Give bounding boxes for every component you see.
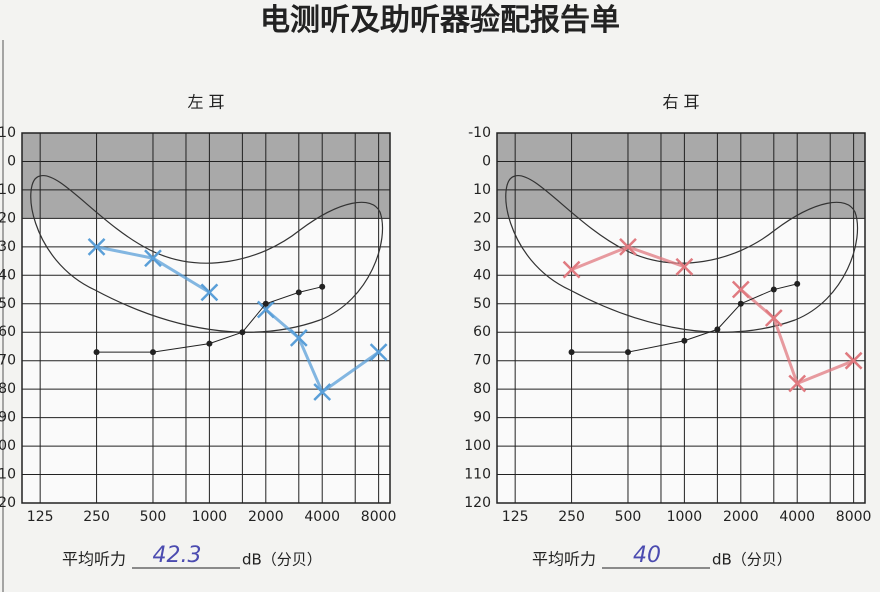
x-tick-label: 1000: [667, 509, 703, 525]
footer-label: 平均听力: [62, 550, 126, 569]
y-tick-label: 60: [473, 324, 491, 340]
y-tick-label: 80: [473, 381, 491, 397]
y-tick-label: 50: [473, 296, 491, 312]
y-tick-label: 100: [464, 438, 491, 454]
point: [770, 286, 777, 293]
x-tick-label: 2000: [248, 509, 284, 525]
y-tick-label: 120: [464, 495, 491, 511]
right-chart: 右 耳 -10 0 10 20 30 40 50 60 70 80 90 100 110 120 125 250…: [464, 93, 871, 569]
point: [206, 340, 213, 347]
y-tick-label: 70: [0, 353, 16, 369]
y-tick-label: 100: [0, 438, 16, 454]
point: [93, 349, 100, 356]
y-tick-label: 90: [0, 410, 16, 426]
y-tick-label: 40: [0, 267, 16, 283]
point: [144, 249, 162, 268]
y-tick-label: 110: [0, 467, 16, 483]
point: [562, 260, 581, 279]
y-tick-label: 50: [0, 296, 16, 312]
y-tick-label: 30: [0, 239, 16, 255]
point: [239, 329, 246, 336]
x-tick-label: 8000: [836, 509, 872, 525]
chart-title: 左 耳: [187, 93, 224, 112]
y-tick-label: 10: [473, 182, 491, 198]
footer-value: 40: [633, 543, 661, 568]
y-tick-label: 90: [473, 410, 491, 426]
point: [313, 383, 332, 401]
y-tick-label: -10: [468, 125, 491, 141]
plot-frame: [496, 132, 866, 504]
x-tick-label: 125: [502, 509, 529, 525]
point: [289, 329, 308, 347]
point: [788, 374, 807, 393]
point: [256, 300, 275, 319]
y-tick-label: 0: [7, 153, 16, 169]
x-tick-label: 2000: [723, 509, 759, 525]
y-tick-label: 20: [473, 210, 491, 226]
x-tick-label: 4000: [304, 509, 340, 525]
y-tick-label: 70: [473, 353, 491, 369]
y-tick-label: 40: [473, 267, 491, 283]
x-tick-label: 1000: [192, 509, 228, 525]
point: [794, 280, 801, 287]
footer-value: 42.3: [153, 543, 202, 568]
y-tick-label: 20: [0, 210, 16, 226]
point: [844, 351, 863, 370]
footer-label: 平均听力: [532, 550, 596, 569]
point: [149, 349, 156, 356]
report-title: 电测听及助听器验配报告单: [260, 3, 620, 38]
shaded-band: [497, 133, 865, 219]
shaded-band: [22, 133, 390, 219]
x-tick-label: 500: [615, 509, 642, 525]
y-tick-label: 110: [464, 467, 491, 483]
point: [675, 257, 694, 276]
y-tick-label: -10: [0, 125, 16, 141]
point: [87, 237, 106, 256]
point: [731, 280, 750, 299]
point: [764, 309, 783, 327]
x-tick-label: 500: [140, 509, 167, 525]
point: [681, 337, 688, 344]
plot-frame: [21, 132, 391, 504]
y-tick-label: 10: [0, 182, 16, 198]
footer-unit: dB（分贝）: [242, 551, 322, 569]
x-tick-label: 125: [27, 509, 54, 525]
x-tick-label: 4000: [779, 509, 815, 525]
y-tick-label: 0: [482, 153, 491, 169]
y-tick-label: 120: [0, 495, 16, 511]
point: [295, 289, 302, 296]
y-tick-label: 60: [0, 324, 16, 340]
point: [619, 237, 637, 256]
speech-banana: [30, 175, 384, 333]
footer-unit: dB（分贝）: [712, 551, 792, 569]
y-tick-label: 30: [473, 239, 491, 255]
x-tick-label: 8000: [361, 509, 397, 525]
chart-title: 右 耳: [662, 93, 699, 112]
point: [568, 349, 575, 356]
x-tick-label: 250: [83, 509, 110, 525]
point: [714, 326, 721, 333]
point: [200, 283, 219, 302]
left-chart: 左 耳 -10 0 10 20 30 40 50 60 70 80 90 100 110 120 125 250…: [0, 93, 396, 569]
point: [319, 283, 326, 290]
point: [624, 349, 631, 356]
y-tick-label: 80: [0, 381, 16, 397]
point: [737, 300, 744, 307]
x-tick-label: 250: [558, 509, 585, 525]
point: [369, 343, 388, 362]
point: [262, 300, 269, 307]
